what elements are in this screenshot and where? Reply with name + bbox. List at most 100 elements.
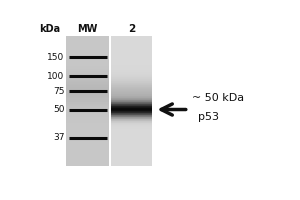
Bar <box>111 97 152 98</box>
Bar <box>111 124 152 125</box>
Bar <box>66 157 109 158</box>
Bar <box>66 52 109 53</box>
Bar <box>66 79 109 80</box>
Bar <box>111 160 152 161</box>
Bar <box>111 59 152 60</box>
Bar <box>111 100 152 101</box>
Text: 37: 37 <box>53 133 64 142</box>
Bar <box>111 138 152 139</box>
Bar <box>111 139 152 140</box>
Bar <box>111 137 152 138</box>
Bar <box>66 160 109 161</box>
Bar <box>66 39 109 40</box>
Bar <box>66 117 109 118</box>
Bar <box>66 36 109 166</box>
Bar <box>66 70 109 71</box>
Bar <box>66 148 109 149</box>
Bar <box>111 98 152 99</box>
Bar <box>66 74 109 75</box>
Bar <box>111 61 152 62</box>
Bar <box>111 116 152 117</box>
Bar <box>111 79 152 80</box>
Bar <box>66 128 109 129</box>
Bar <box>111 143 152 144</box>
Bar <box>111 60 152 61</box>
Bar <box>66 140 109 141</box>
Bar <box>66 83 109 84</box>
Bar <box>66 51 109 52</box>
Bar <box>111 54 152 55</box>
Bar <box>66 78 109 79</box>
Bar <box>111 71 152 72</box>
Bar <box>66 107 109 108</box>
Bar <box>66 147 109 148</box>
Bar <box>66 146 109 147</box>
Bar <box>66 124 109 125</box>
Bar <box>111 126 152 127</box>
Bar <box>66 68 109 69</box>
Bar <box>66 159 109 160</box>
Bar <box>111 51 152 52</box>
Bar <box>66 61 109 62</box>
Bar <box>111 140 152 141</box>
Bar <box>66 158 109 159</box>
Bar <box>66 142 109 143</box>
Bar <box>66 154 109 155</box>
Bar <box>66 49 109 50</box>
Bar <box>111 48 152 49</box>
Bar <box>111 128 152 129</box>
Bar <box>66 44 109 45</box>
Bar <box>66 98 109 99</box>
Bar <box>66 40 109 41</box>
Bar <box>66 151 109 152</box>
Bar <box>111 129 152 130</box>
Bar <box>111 46 152 47</box>
Bar <box>66 108 109 109</box>
Bar <box>111 62 152 63</box>
Bar <box>111 148 152 149</box>
Bar <box>111 76 152 77</box>
Bar <box>111 145 152 146</box>
Bar <box>66 46 109 47</box>
Bar <box>111 39 152 40</box>
Bar <box>66 37 109 38</box>
Bar <box>111 82 152 83</box>
Bar <box>66 36 109 37</box>
Bar <box>111 87 152 88</box>
Bar <box>66 54 109 55</box>
Bar <box>111 94 152 95</box>
Bar <box>66 91 109 92</box>
Bar <box>66 42 109 43</box>
Bar <box>66 129 109 130</box>
Bar <box>111 111 152 112</box>
Bar <box>111 52 152 53</box>
Bar <box>66 88 109 89</box>
Text: 75: 75 <box>53 87 64 96</box>
Bar <box>111 107 152 108</box>
Bar <box>111 45 152 46</box>
Bar <box>66 93 109 94</box>
Bar <box>111 162 152 163</box>
Bar <box>111 123 152 124</box>
Bar <box>111 156 152 157</box>
Bar <box>66 66 109 67</box>
Bar <box>111 155 152 156</box>
Bar <box>66 62 109 63</box>
Bar <box>111 49 152 50</box>
Bar <box>66 116 109 117</box>
Bar <box>66 82 109 83</box>
Bar <box>111 117 152 118</box>
Bar <box>66 56 109 57</box>
Bar <box>66 126 109 127</box>
Bar <box>111 164 152 165</box>
Text: p53: p53 <box>198 112 219 122</box>
Bar <box>111 78 152 79</box>
Bar <box>66 106 109 107</box>
Bar <box>66 87 109 88</box>
Bar <box>66 120 109 121</box>
Bar <box>66 77 109 78</box>
Bar <box>111 55 152 56</box>
Bar <box>111 86 152 87</box>
Text: 2: 2 <box>128 24 135 34</box>
Bar <box>66 113 109 114</box>
